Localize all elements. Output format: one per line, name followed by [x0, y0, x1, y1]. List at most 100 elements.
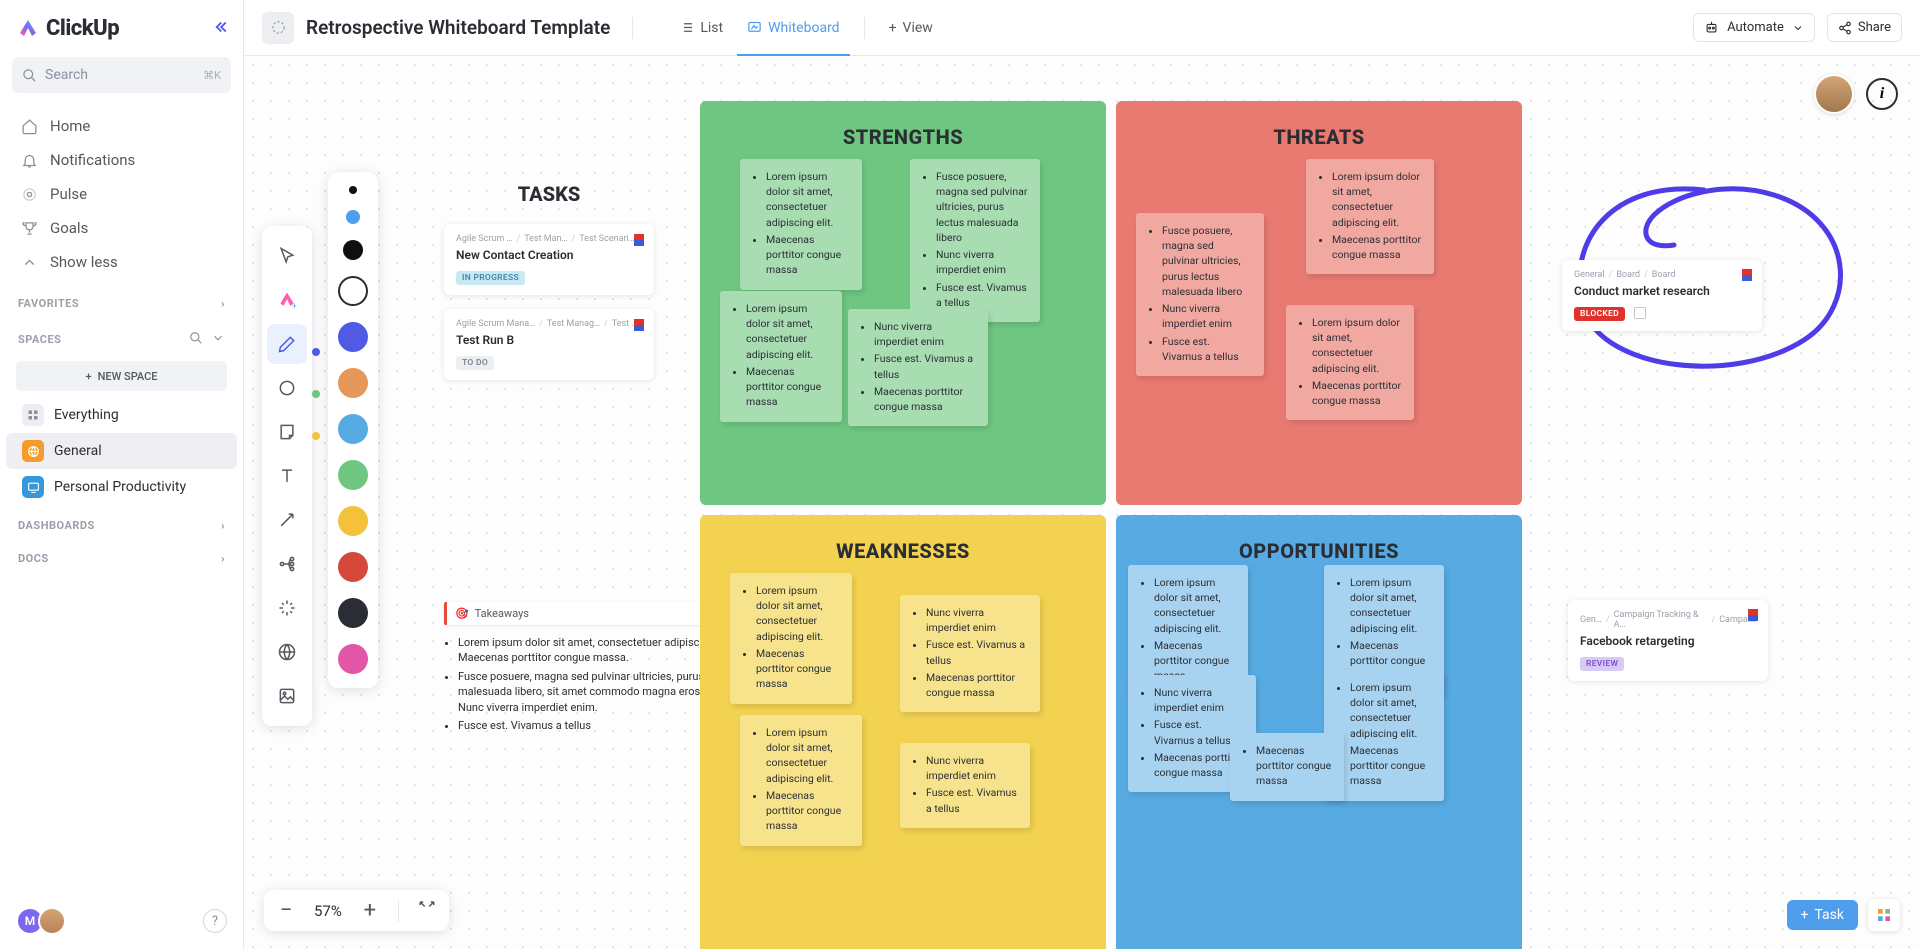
space-general[interactable]: General	[6, 433, 237, 469]
space-everything[interactable]: Everything	[6, 397, 237, 433]
connector-tool[interactable]	[267, 500, 307, 540]
chevron-right-icon: ›	[221, 552, 225, 565]
mind-map-tool[interactable]	[267, 544, 307, 584]
task-breadcrumb: Gen…/Campaign Tracking & A…/Campai…	[1580, 610, 1756, 630]
sticky-note[interactable]: Lorem ipsum dolor sit amet, consectetuer…	[740, 715, 862, 846]
color-swatch[interactable]	[338, 598, 368, 628]
priority-flag-icon	[1748, 609, 1758, 621]
topbar: Retrospective Whiteboard Template List W…	[244, 0, 1920, 56]
tasks-column: TASKS Agile Scrum …/Test Man…/Test Scena…	[444, 182, 654, 394]
color-swatch[interactable]	[346, 210, 360, 224]
tab-whiteboard[interactable]: Whiteboard	[737, 0, 850, 56]
user-avatars[interactable]: M	[16, 907, 66, 935]
globe-icon	[22, 440, 44, 462]
zoom-controls: − 57% +	[264, 890, 449, 931]
quadrant-opportunities[interactable]: OPPORTUNITIES Lorem ipsum dolor sit amet…	[1116, 515, 1522, 949]
sticky-note[interactable]: Lorem ipsum dolor sit amet, consectetuer…	[1286, 305, 1414, 420]
docs-header[interactable]: DOCS›	[0, 538, 243, 571]
web-tool[interactable]	[267, 632, 307, 672]
share-button[interactable]: Share	[1827, 13, 1902, 42]
color-swatch-selected[interactable]	[338, 322, 368, 352]
color-swatch[interactable]	[338, 368, 368, 398]
color-swatch[interactable]	[338, 644, 368, 674]
search-spaces-icon[interactable]	[189, 330, 203, 349]
status-badge: REVIEW	[1580, 657, 1624, 671]
sticky-note[interactable]: Nunc viverra imperdiet enimFusce est. Vi…	[900, 743, 1030, 828]
home-icon	[20, 117, 38, 135]
sticky-note[interactable]: Lorem ipsum dolor sit amet, consectetuer…	[1306, 159, 1434, 274]
apps-button[interactable]	[1868, 899, 1900, 931]
color-swatch[interactable]	[338, 276, 368, 306]
task-card[interactable]: General/Board/Board Conduct market resea…	[1562, 260, 1762, 331]
trophy-icon	[20, 219, 38, 237]
checkbox-icon[interactable]	[1634, 307, 1646, 319]
page-title: Retrospective Whiteboard Template	[306, 16, 610, 39]
collapse-sidebar-icon[interactable]	[213, 18, 231, 40]
color-swatch[interactable]	[338, 506, 368, 536]
tab-list[interactable]: List	[669, 0, 733, 56]
task-breadcrumb: General/Board/Board	[1574, 270, 1750, 280]
stroke-dot[interactable]	[312, 348, 320, 356]
logo[interactable]: ClickUp	[16, 16, 119, 41]
task-card[interactable]: Gen…/Campaign Tracking & A…/Campai… Face…	[1568, 600, 1768, 681]
sticky-tool[interactable]	[267, 412, 307, 452]
task-title: Facebook retargeting	[1580, 634, 1756, 648]
nav-home[interactable]: Home	[8, 109, 235, 143]
sticky-note[interactable]: Nunc viverra imperdiet enimFusce est. Vi…	[848, 309, 988, 426]
search-input[interactable]: Search ⌘K	[12, 57, 231, 93]
new-space-button[interactable]: +NEW SPACE	[16, 361, 227, 391]
task-title: Test Run B	[456, 333, 642, 347]
color-swatch[interactable]	[338, 414, 368, 444]
color-swatch[interactable]	[338, 460, 368, 490]
pen-tool[interactable]	[267, 324, 307, 364]
sticky-note[interactable]: Fusce posuere, magna sed pulvinar ultric…	[910, 159, 1040, 322]
chevron-down-icon[interactable]	[211, 330, 225, 349]
task-card[interactable]: Agile Scrum …/Test Man…/Test Scenari… Ne…	[444, 224, 654, 295]
stroke-dot[interactable]	[312, 390, 320, 398]
add-view-button[interactable]: +View	[879, 0, 943, 56]
color-swatch[interactable]	[338, 552, 368, 582]
quadrant-title: STRENGTHS	[714, 119, 1092, 159]
zoom-in-button[interactable]: +	[360, 898, 380, 923]
stroke-dot[interactable]	[312, 432, 320, 440]
quadrant-weaknesses[interactable]: WEAKNESSES Lorem ipsum dolor sit amet, c…	[700, 515, 1106, 949]
fit-to-screen-button[interactable]	[417, 898, 437, 923]
sticky-note[interactable]: Lorem ipsum dolor sit amet, consectetuer…	[740, 159, 862, 290]
color-swatch[interactable]	[349, 186, 357, 194]
space-personal[interactable]: Personal Productivity	[6, 469, 237, 505]
pointer-tool[interactable]	[267, 236, 307, 276]
sticky-note[interactable]: Lorem ipsum dolor sit amet, consectetuer…	[730, 573, 852, 704]
help-icon[interactable]: ?	[203, 909, 227, 933]
toolbar: +	[262, 226, 312, 726]
sticky-note[interactable]: Maecenas porttitor congue massa	[1230, 733, 1344, 801]
task-card[interactable]: Agile Scrum Mana…/Test Manag…/Test … Tes…	[444, 309, 654, 380]
svg-text:+: +	[292, 301, 297, 310]
priority-flag-icon	[1742, 269, 1752, 281]
nav-show-less[interactable]: Show less	[8, 245, 235, 279]
automate-button[interactable]: Automate	[1693, 13, 1815, 42]
text-tool[interactable]	[267, 456, 307, 496]
color-swatch[interactable]	[343, 240, 363, 260]
sticky-note[interactable]: Fusce posuere, magna sed pulvinar ultric…	[1136, 213, 1264, 376]
info-icon[interactable]: i	[1866, 78, 1898, 110]
sticky-note[interactable]: Lorem ipsum dolor sit amet, consectetuer…	[720, 291, 842, 422]
nav-goals[interactable]: Goals	[8, 211, 235, 245]
search-shortcut: ⌘K	[203, 69, 221, 82]
clickup-tool[interactable]: +	[267, 280, 307, 320]
favorites-header[interactable]: FAVORITES›	[0, 283, 243, 316]
chevron-right-icon: ›	[221, 519, 225, 532]
sparkle-tool[interactable]	[267, 588, 307, 628]
image-tool[interactable]	[267, 676, 307, 716]
current-user-avatar[interactable]	[1814, 74, 1854, 114]
zoom-out-button[interactable]: −	[276, 898, 296, 923]
quadrant-strengths[interactable]: STRENGTHS Lorem ipsum dolor sit amet, co…	[700, 101, 1106, 505]
whiteboard-canvas[interactable]: i + TASKS Agile Scrum …	[244, 56, 1920, 949]
quadrant-threats[interactable]: THREATS Fusce posuere, magna sed pulvina…	[1116, 101, 1522, 505]
sticky-note[interactable]: Nunc viverra imperdiet enimFusce est. Vi…	[900, 595, 1040, 712]
new-task-button[interactable]: +Task	[1787, 900, 1858, 930]
nav-pulse[interactable]: Pulse	[8, 177, 235, 211]
plus-icon: +	[85, 370, 91, 383]
shape-tool[interactable]	[267, 368, 307, 408]
nav-notifications[interactable]: Notifications	[8, 143, 235, 177]
dashboards-header[interactable]: DASHBOARDS›	[0, 505, 243, 538]
